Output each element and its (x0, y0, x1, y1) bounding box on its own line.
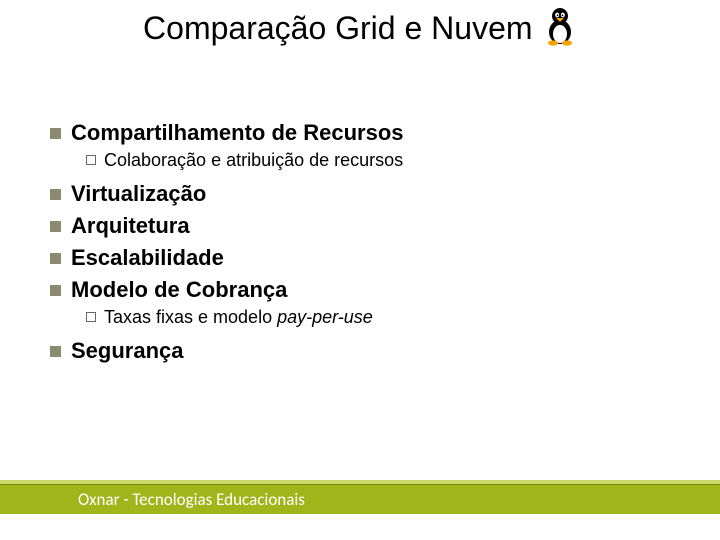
footer-spacer (0, 514, 720, 540)
sub-list-item-label: Colaboração e atribuição de recursos (104, 150, 403, 170)
list-item-label: Arquitetura (71, 213, 190, 238)
footer-text: Oxnar - Tecnologias Educacionais (78, 489, 305, 510)
list-item-label: Segurança (71, 338, 184, 363)
list-item: Segurança (50, 338, 670, 364)
square-bullet-icon (50, 221, 61, 232)
list-item-label: Virtualização (71, 181, 206, 206)
list-item-label: Compartilhamento de Recursos (71, 120, 404, 145)
title-row: Comparação Grid e Nuvem (0, 6, 720, 51)
bullet-list: Compartilhamento de Recursos Colaboração… (50, 120, 670, 364)
list-item-label: Escalabilidade (71, 245, 224, 270)
sub-list-item-label: Taxas fixas e modelo pay-per-use (104, 307, 373, 327)
page-title: Comparação Grid e Nuvem (143, 10, 532, 47)
list-item: Modelo de Cobrança Taxas fixas e modelo … (50, 277, 670, 328)
list-item: Compartilhamento de Recursos Colaboração… (50, 120, 670, 171)
list-item-label: Modelo de Cobrança (71, 277, 287, 302)
open-square-bullet-icon (86, 312, 96, 322)
list-item: Virtualização (50, 181, 670, 207)
square-bullet-icon (50, 346, 61, 357)
square-bullet-icon (50, 189, 61, 200)
tux-penguin-icon (543, 6, 577, 51)
content-area: Compartilhamento de Recursos Colaboração… (50, 120, 670, 370)
sub-list-item: Colaboração e atribuição de recursos (86, 150, 670, 171)
list-item: Escalabilidade (50, 245, 670, 271)
open-square-bullet-icon (86, 155, 96, 165)
sub-list: Taxas fixas e modelo pay-per-use (86, 307, 670, 328)
square-bullet-icon (50, 253, 61, 264)
sub-list: Colaboração e atribuição de recursos (86, 150, 670, 171)
slide: Comparação Grid e Nuvem Compartilhamento… (0, 0, 720, 540)
list-item: Arquitetura (50, 213, 670, 239)
square-bullet-icon (50, 128, 61, 139)
sub-list-item: Taxas fixas e modelo pay-per-use (86, 307, 670, 328)
square-bullet-icon (50, 285, 61, 296)
